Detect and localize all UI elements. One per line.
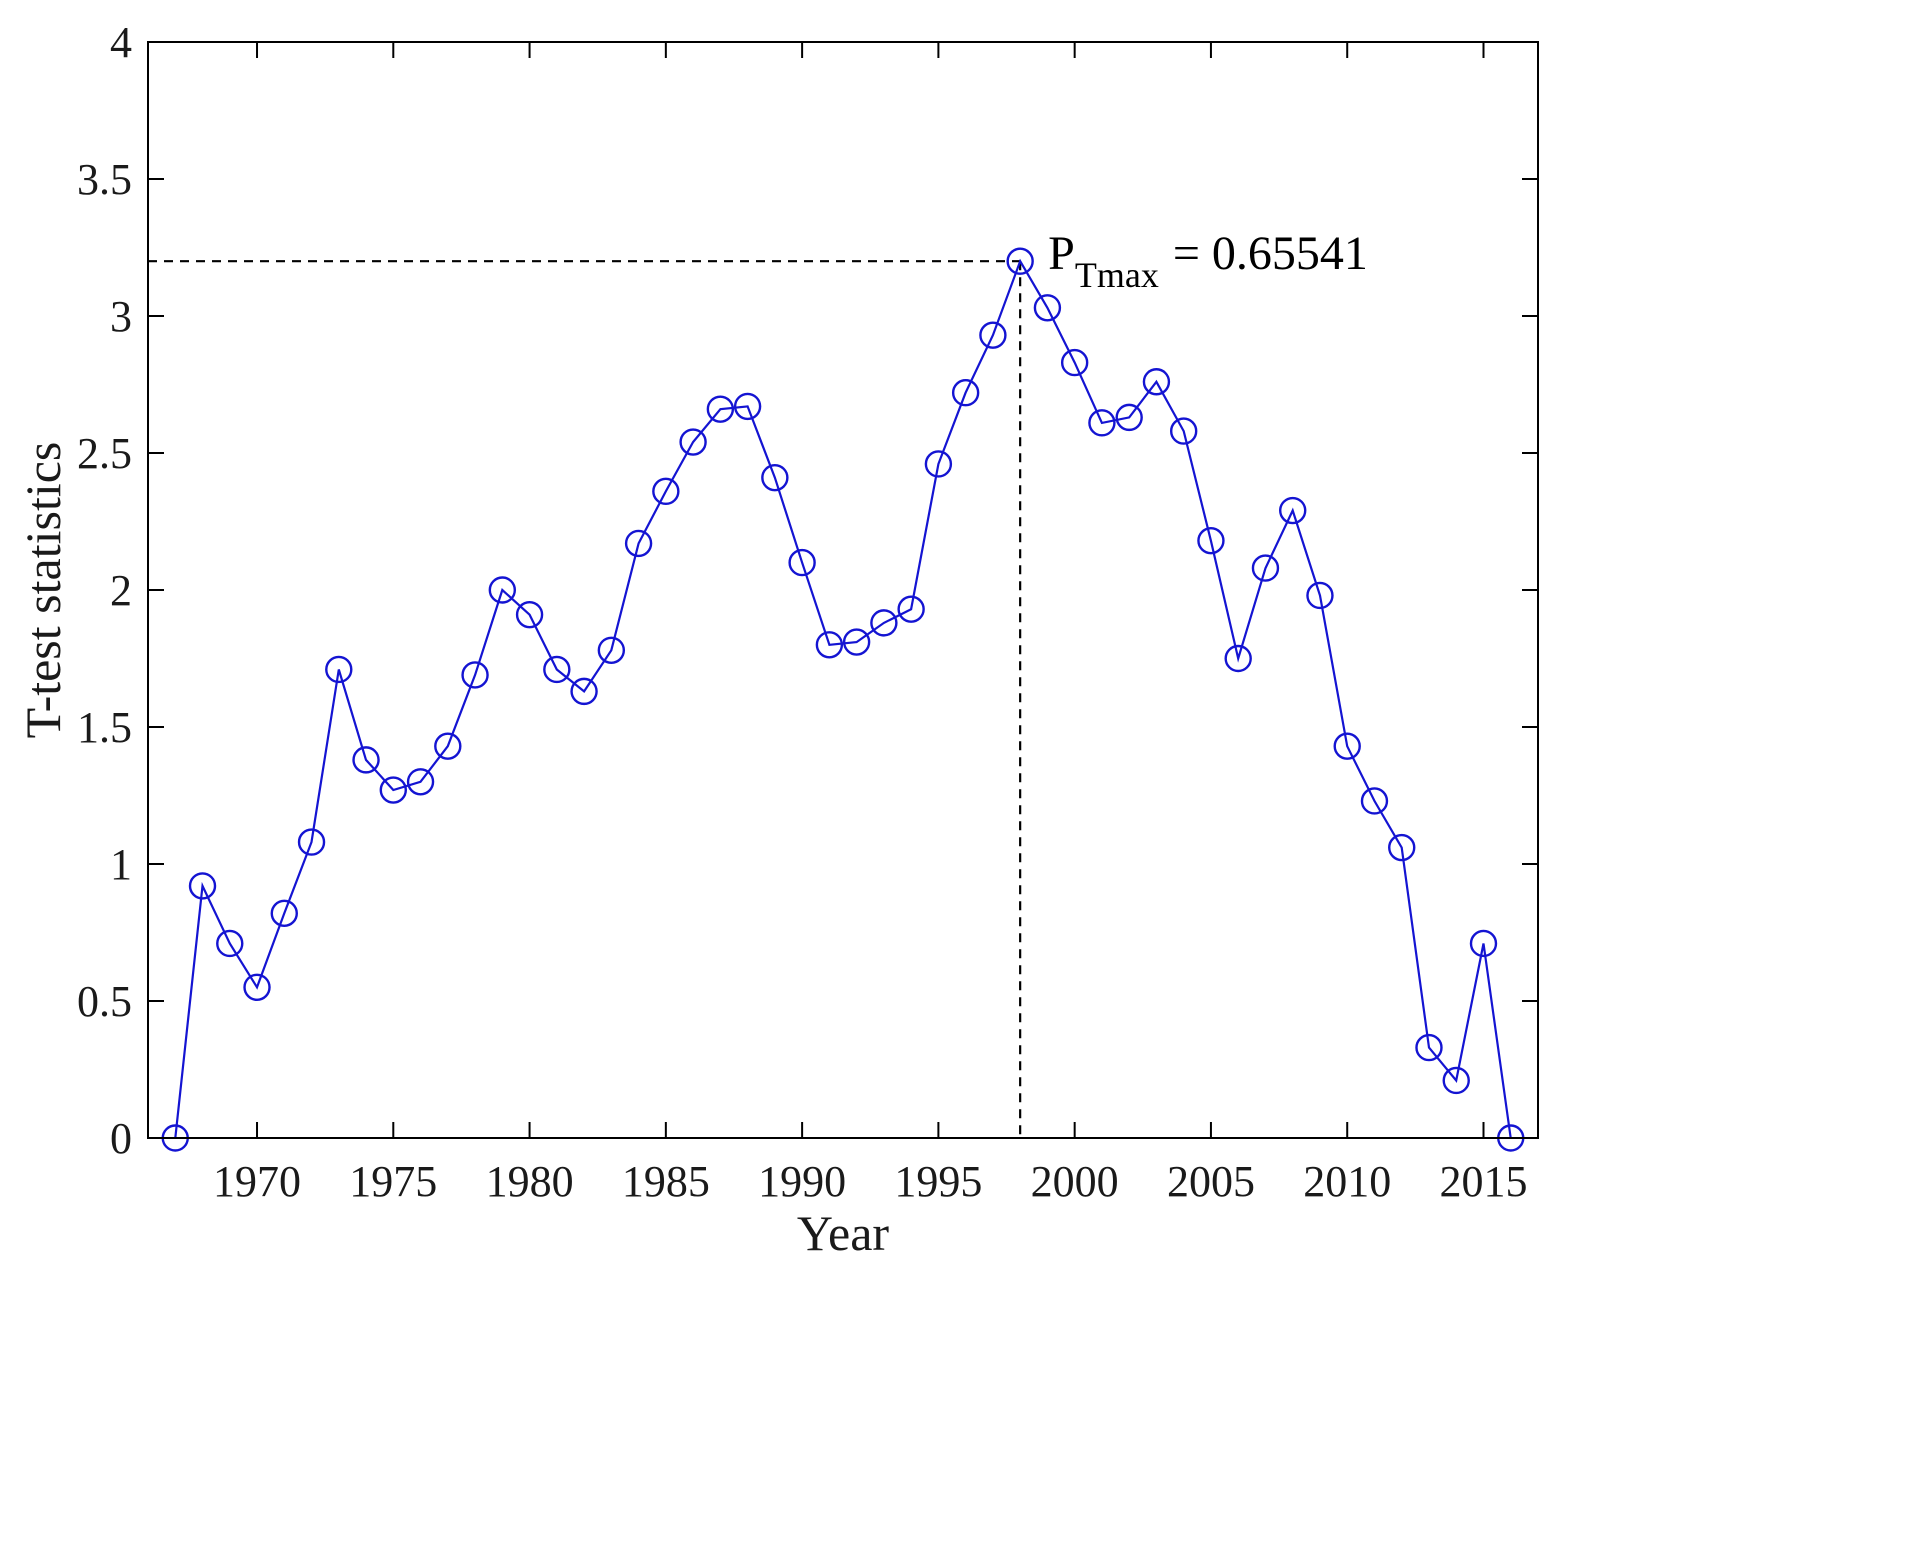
x-tick-label: 1985 bbox=[622, 1157, 710, 1206]
max-annotation: PTmax = 0.65541 bbox=[1048, 227, 1368, 295]
data-point-marker bbox=[1360, 787, 1389, 815]
annotation-main: P bbox=[1048, 227, 1075, 280]
data-point-marker bbox=[679, 428, 707, 456]
annotation-value: = 0.65541 bbox=[1173, 227, 1368, 280]
data-point-marker bbox=[1006, 247, 1034, 275]
y-tick-label: 4 bbox=[110, 18, 132, 67]
data-point-marker bbox=[1306, 581, 1334, 610]
data-point-marker bbox=[515, 600, 544, 629]
data-point-marker bbox=[842, 628, 871, 656]
data-point-marker bbox=[270, 899, 298, 928]
data-point-marker bbox=[1279, 496, 1307, 525]
data-point-marker bbox=[761, 463, 789, 492]
data-point-marker bbox=[788, 548, 816, 577]
data-point-marker bbox=[1388, 833, 1416, 862]
data-point-marker bbox=[897, 595, 925, 623]
data-point-marker bbox=[1060, 348, 1089, 377]
data-point-marker bbox=[815, 631, 844, 659]
data-point-marker bbox=[1469, 929, 1498, 958]
y-tick-label: 2.5 bbox=[77, 429, 132, 478]
y-tick-label: 0.5 bbox=[77, 977, 132, 1026]
data-point-marker bbox=[216, 929, 244, 958]
data-point-marker bbox=[188, 872, 217, 900]
data-point-marker bbox=[243, 973, 271, 1001]
data-point-marker bbox=[488, 576, 517, 604]
data-point-marker bbox=[1197, 526, 1225, 555]
data-point-marker bbox=[597, 636, 626, 664]
data-point-marker bbox=[951, 379, 980, 407]
x-axis-title: Year bbox=[797, 1205, 889, 1261]
data-point-marker bbox=[379, 776, 407, 804]
data-point-marker bbox=[733, 392, 762, 421]
data-point-marker bbox=[624, 529, 653, 558]
y-axis-title: T-test statistics bbox=[15, 442, 71, 739]
data-point-marker bbox=[1115, 403, 1143, 432]
x-tick-label: 2015 bbox=[1439, 1157, 1527, 1206]
y-tick-label: 2 bbox=[110, 566, 132, 615]
y-tick-label: 0 bbox=[110, 1114, 132, 1163]
data-point-marker bbox=[543, 655, 571, 684]
data-point-marker bbox=[870, 609, 898, 637]
y-tick-label: 1 bbox=[110, 840, 132, 889]
y-tick-label: 3.5 bbox=[77, 155, 132, 204]
x-tick-label: 2005 bbox=[1167, 1157, 1255, 1206]
data-point-marker bbox=[570, 677, 598, 706]
max-guides bbox=[148, 260, 1022, 1138]
data-point-marker bbox=[924, 450, 953, 478]
x-axis-ticks: 1970 1975 1980 1985 1990 1995 2000 2005 2010 2015 bbox=[213, 42, 1527, 1206]
y-tick-label: 1.5 bbox=[77, 703, 132, 752]
data-point-marker bbox=[706, 395, 735, 423]
x-tick-label: 2010 bbox=[1303, 1157, 1391, 1206]
x-tick-label: 1995 bbox=[894, 1157, 982, 1206]
data-point-marker bbox=[1169, 417, 1198, 445]
data-point-marker bbox=[461, 661, 489, 689]
data-point-marker bbox=[1442, 1066, 1470, 1095]
data-point-marker bbox=[1088, 409, 1116, 437]
data-point-marker bbox=[352, 746, 380, 774]
data-point-marker bbox=[1142, 368, 1171, 396]
data-point-marker bbox=[325, 655, 353, 684]
y-tick-label: 3 bbox=[110, 292, 132, 341]
data-point-marker bbox=[1415, 1033, 1443, 1062]
annotation-subscript: Tmax bbox=[1075, 255, 1159, 295]
x-tick-label: 2000 bbox=[1031, 1157, 1119, 1206]
data-point-marker bbox=[979, 321, 1007, 349]
x-tick-label: 1980 bbox=[486, 1157, 574, 1206]
y-axis-ticks: 0 0.5 1 1.5 2 2.5 3 3.5 4 bbox=[77, 18, 1538, 1163]
data-point-marker bbox=[406, 768, 435, 796]
data-point-marker bbox=[652, 477, 680, 506]
data-point-marker bbox=[1333, 732, 1361, 760]
data-point-marker bbox=[1033, 294, 1062, 322]
x-tick-label: 1970 bbox=[213, 1157, 301, 1206]
t-statistic-markers bbox=[161, 247, 1525, 1152]
x-tick-label: 1990 bbox=[758, 1157, 846, 1206]
data-point-marker bbox=[1251, 554, 1280, 582]
data-point-marker bbox=[1224, 644, 1252, 673]
data-point-marker bbox=[434, 732, 462, 760]
x-tick-label: 1975 bbox=[349, 1157, 437, 1206]
data-point-marker bbox=[297, 828, 326, 856]
